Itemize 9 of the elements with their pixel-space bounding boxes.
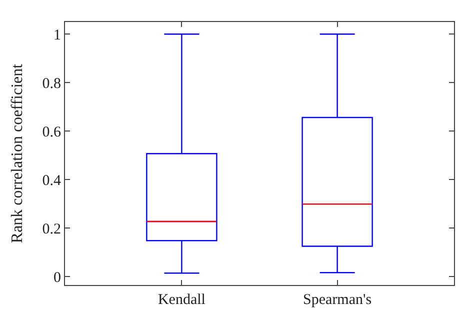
x-tick-label: Spearman's [303, 292, 372, 308]
y-tick-label: 0 [54, 270, 61, 286]
y-tick-label: 0.6 [42, 124, 62, 140]
y-tick-label: 1 [54, 27, 61, 44]
x-tick-label: Kendall [158, 292, 206, 308]
y-tick-label: 0.8 [42, 76, 61, 92]
y-axis-title: Rank correlation coefficient [9, 63, 26, 244]
y-tick-label: 0.2 [42, 221, 61, 238]
y-tick-label: 0.4 [42, 172, 62, 189]
